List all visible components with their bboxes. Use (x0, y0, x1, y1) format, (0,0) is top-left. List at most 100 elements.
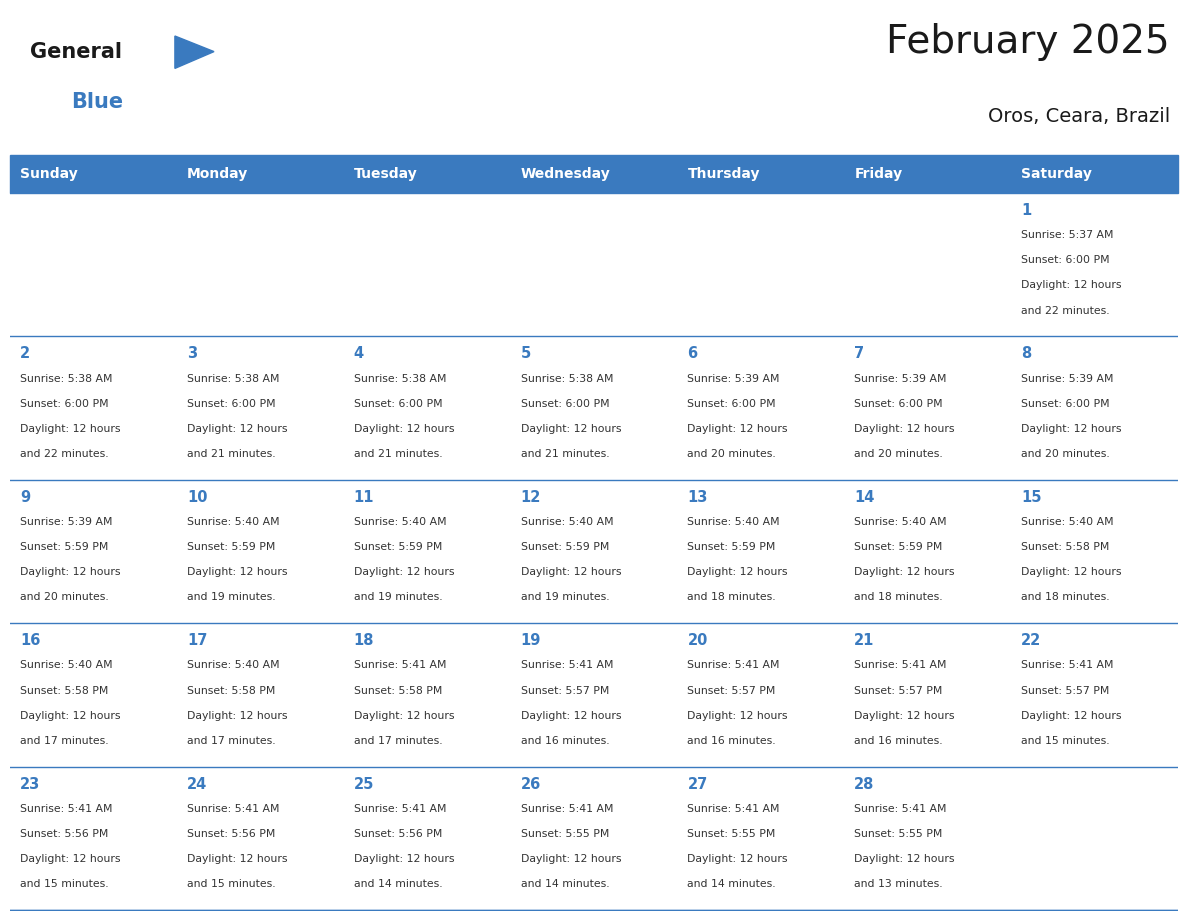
Text: and 18 minutes.: and 18 minutes. (688, 592, 776, 602)
Text: Sunset: 5:57 PM: Sunset: 5:57 PM (688, 686, 776, 696)
Text: and 21 minutes.: and 21 minutes. (187, 449, 276, 459)
Text: Sunrise: 5:41 AM: Sunrise: 5:41 AM (354, 804, 447, 814)
Text: Daylight: 12 hours: Daylight: 12 hours (520, 711, 621, 721)
Text: and 14 minutes.: and 14 minutes. (520, 879, 609, 890)
Text: Daylight: 12 hours: Daylight: 12 hours (354, 424, 454, 434)
Text: Sunset: 5:59 PM: Sunset: 5:59 PM (187, 543, 276, 553)
Text: Friday: Friday (854, 167, 903, 181)
Text: and 20 minutes.: and 20 minutes. (1022, 449, 1110, 459)
Text: and 19 minutes.: and 19 minutes. (520, 592, 609, 602)
Text: and 20 minutes.: and 20 minutes. (20, 592, 109, 602)
Text: 6: 6 (688, 346, 697, 362)
Text: Sunrise: 5:41 AM: Sunrise: 5:41 AM (187, 804, 279, 814)
Text: Daylight: 12 hours: Daylight: 12 hours (354, 567, 454, 577)
Text: 15: 15 (1022, 490, 1042, 505)
Text: Daylight: 12 hours: Daylight: 12 hours (688, 711, 788, 721)
Text: Sunset: 5:55 PM: Sunset: 5:55 PM (688, 829, 776, 839)
Text: 5: 5 (520, 346, 531, 362)
Text: Sunrise: 5:41 AM: Sunrise: 5:41 AM (520, 660, 613, 670)
Text: 12: 12 (520, 490, 541, 505)
Text: and 15 minutes.: and 15 minutes. (1022, 735, 1110, 745)
Text: 3: 3 (187, 346, 197, 362)
Text: and 20 minutes.: and 20 minutes. (854, 449, 943, 459)
Text: 23: 23 (20, 777, 40, 791)
Text: Sunset: 6:00 PM: Sunset: 6:00 PM (520, 398, 609, 409)
Text: and 19 minutes.: and 19 minutes. (354, 592, 442, 602)
Text: Sunrise: 5:40 AM: Sunrise: 5:40 AM (854, 517, 947, 527)
Text: Sunrise: 5:39 AM: Sunrise: 5:39 AM (1022, 374, 1113, 384)
Text: Daylight: 12 hours: Daylight: 12 hours (187, 424, 287, 434)
Text: Oros, Ceara, Brazil: Oros, Ceara, Brazil (987, 106, 1170, 126)
Text: February 2025: February 2025 (886, 23, 1170, 61)
Text: Sunset: 5:57 PM: Sunset: 5:57 PM (520, 686, 609, 696)
Text: Daylight: 12 hours: Daylight: 12 hours (854, 567, 955, 577)
Text: Sunset: 6:00 PM: Sunset: 6:00 PM (20, 398, 108, 409)
Text: and 21 minutes.: and 21 minutes. (354, 449, 442, 459)
Text: 14: 14 (854, 490, 874, 505)
Text: and 18 minutes.: and 18 minutes. (1022, 592, 1110, 602)
Text: and 21 minutes.: and 21 minutes. (520, 449, 609, 459)
Text: Sunrise: 5:41 AM: Sunrise: 5:41 AM (688, 660, 781, 670)
Text: Sunset: 6:00 PM: Sunset: 6:00 PM (187, 398, 276, 409)
Text: 21: 21 (854, 633, 874, 648)
Text: 24: 24 (187, 777, 207, 791)
Text: Sunset: 5:59 PM: Sunset: 5:59 PM (520, 543, 609, 553)
Text: 2: 2 (20, 346, 30, 362)
Text: Sunset: 5:59 PM: Sunset: 5:59 PM (354, 543, 442, 553)
Text: and 18 minutes.: and 18 minutes. (854, 592, 943, 602)
Text: 25: 25 (354, 777, 374, 791)
Text: 27: 27 (688, 777, 708, 791)
Text: 18: 18 (354, 633, 374, 648)
Text: and 13 minutes.: and 13 minutes. (854, 879, 943, 890)
Text: Sunset: 5:58 PM: Sunset: 5:58 PM (354, 686, 442, 696)
Text: 19: 19 (520, 633, 541, 648)
Text: Daylight: 12 hours: Daylight: 12 hours (520, 567, 621, 577)
Text: Daylight: 12 hours: Daylight: 12 hours (1022, 567, 1121, 577)
Text: Sunrise: 5:41 AM: Sunrise: 5:41 AM (520, 804, 613, 814)
Text: and 16 minutes.: and 16 minutes. (854, 735, 943, 745)
Text: and 15 minutes.: and 15 minutes. (20, 879, 108, 890)
Text: Sunset: 5:59 PM: Sunset: 5:59 PM (20, 543, 108, 553)
Text: and 14 minutes.: and 14 minutes. (688, 879, 776, 890)
Text: Sunrise: 5:40 AM: Sunrise: 5:40 AM (20, 660, 113, 670)
Text: and 22 minutes.: and 22 minutes. (1022, 306, 1110, 316)
Text: 20: 20 (688, 633, 708, 648)
Text: and 16 minutes.: and 16 minutes. (688, 735, 776, 745)
Text: and 16 minutes.: and 16 minutes. (520, 735, 609, 745)
Text: Blue: Blue (71, 92, 124, 112)
Text: Daylight: 12 hours: Daylight: 12 hours (20, 424, 120, 434)
Text: and 17 minutes.: and 17 minutes. (20, 735, 108, 745)
Text: Daylight: 12 hours: Daylight: 12 hours (354, 711, 454, 721)
Text: Daylight: 12 hours: Daylight: 12 hours (520, 424, 621, 434)
Text: 9: 9 (20, 490, 30, 505)
Text: 8: 8 (1022, 346, 1031, 362)
Text: and 19 minutes.: and 19 minutes. (187, 592, 276, 602)
Polygon shape (175, 36, 214, 69)
Text: Sunrise: 5:41 AM: Sunrise: 5:41 AM (354, 660, 447, 670)
Text: Sunset: 5:57 PM: Sunset: 5:57 PM (854, 686, 942, 696)
Text: 22: 22 (1022, 633, 1042, 648)
Text: Sunrise: 5:37 AM: Sunrise: 5:37 AM (1022, 230, 1113, 241)
Text: Daylight: 12 hours: Daylight: 12 hours (688, 424, 788, 434)
Text: Sunrise: 5:40 AM: Sunrise: 5:40 AM (688, 517, 781, 527)
Text: Daylight: 12 hours: Daylight: 12 hours (854, 711, 955, 721)
Text: Daylight: 12 hours: Daylight: 12 hours (520, 854, 621, 864)
Text: Wednesday: Wednesday (520, 167, 611, 181)
Text: and 22 minutes.: and 22 minutes. (20, 449, 108, 459)
Text: Sunrise: 5:38 AM: Sunrise: 5:38 AM (20, 374, 113, 384)
Text: Thursday: Thursday (688, 167, 760, 181)
Text: Sunrise: 5:40 AM: Sunrise: 5:40 AM (187, 660, 279, 670)
Text: and 17 minutes.: and 17 minutes. (354, 735, 442, 745)
Text: Daylight: 12 hours: Daylight: 12 hours (1022, 281, 1121, 290)
Text: Saturday: Saturday (1022, 167, 1092, 181)
Text: Daylight: 12 hours: Daylight: 12 hours (688, 567, 788, 577)
Text: Sunset: 5:55 PM: Sunset: 5:55 PM (520, 829, 609, 839)
Text: 10: 10 (187, 490, 208, 505)
Text: Sunrise: 5:41 AM: Sunrise: 5:41 AM (854, 660, 947, 670)
Text: Sunrise: 5:38 AM: Sunrise: 5:38 AM (520, 374, 613, 384)
Text: and 15 minutes.: and 15 minutes. (187, 879, 276, 890)
Text: and 20 minutes.: and 20 minutes. (688, 449, 776, 459)
Text: Sunset: 5:58 PM: Sunset: 5:58 PM (187, 686, 276, 696)
Text: Sunset: 6:00 PM: Sunset: 6:00 PM (688, 398, 776, 409)
Text: Monday: Monday (187, 167, 248, 181)
